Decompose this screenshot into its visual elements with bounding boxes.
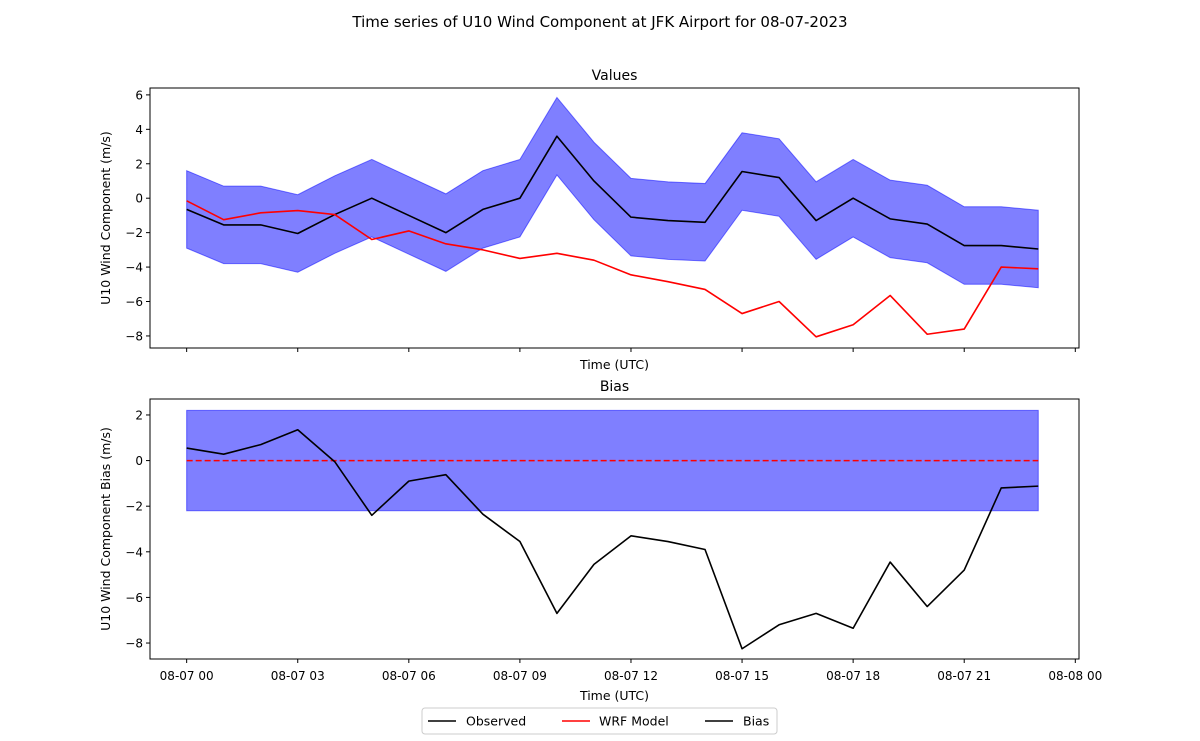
bias-y-tick-label: −2: [125, 500, 143, 514]
bias-x-tick-label: 08-07 12: [604, 669, 658, 683]
figure-suptitle: Time series of U10 Wind Component at JFK…: [351, 13, 847, 31]
values-axes-frame: [149, 87, 1080, 349]
values-y-tick-label: −8: [125, 329, 143, 343]
bias-x-tick-label: 08-07 06: [382, 669, 436, 683]
values-uncertainty-band: [186, 96, 1039, 289]
bias-y-tick-label: 2: [135, 408, 143, 422]
bias-x-ticks: 08-07 00 08-07 03 08-07 06 08-07 09 08-07 12…: [160, 659, 1102, 683]
bias-x-tick-label: 08-07 18: [826, 669, 880, 683]
values-y-tick-label: −6: [125, 295, 143, 309]
values-panel: Values 6 4 2 0 −2 −4 −6 −8 Time (UTC) U10 Wind …: [98, 68, 1080, 372]
bias-y-axis-label: U10 Wind Component Bias (m/s): [98, 427, 113, 631]
values-y-tick-label: 6: [135, 88, 143, 102]
values-x-ticks: [186, 348, 1076, 352]
bias-x-axis-label: Time (UTC): [579, 688, 649, 703]
bias-x-tick-label: 08-07 21: [937, 669, 991, 683]
bias-bias-series-line: [186, 428, 1039, 650]
values-observed-series-line: [186, 135, 1039, 250]
bias-plot-area: [186, 409, 1039, 650]
bias-axes-frame: [149, 398, 1080, 660]
values-y-tick-label: −4: [125, 261, 143, 275]
values-panel-title: Values: [592, 68, 638, 84]
values-x-axis-label: Time (UTC): [579, 357, 649, 372]
legend: Observed WRF Model Bias: [421, 707, 778, 735]
bias-y-tick-label: 0: [135, 454, 143, 468]
values-plot-area: [186, 96, 1039, 338]
values-y-ticks: 6 4 2 0 −2 −4 −6 −8: [125, 88, 150, 343]
values-y-tick-label: 0: [135, 192, 143, 206]
bias-y-tick-label: −8: [125, 637, 143, 651]
bias-panel-title: Bias: [600, 379, 629, 395]
bias-panel: Bias 2 0 −2 −4 −6 −8 08-07 00 08-07 03 08-07 06…: [98, 379, 1102, 703]
bias-x-tick-label: 08-07 15: [715, 669, 769, 683]
bias-y-ticks: 2 0 −2 −4 −6 −8: [125, 408, 150, 651]
values-y-axis-label: U10 Wind Component (m/s): [98, 131, 113, 305]
bias-x-tick-label: 08-07 03: [271, 669, 325, 683]
bias-x-tick-label: 08-08 00: [1048, 669, 1102, 683]
bias-y-tick-label: −4: [125, 545, 143, 559]
values-y-tick-label: 4: [135, 123, 143, 137]
bias-x-tick-label: 08-07 09: [493, 669, 547, 683]
legend-box: [421, 707, 778, 735]
bias-y-tick-label: −6: [125, 591, 143, 605]
values-wrf-model-series-line: [186, 200, 1039, 338]
legend-label-bias: Bias: [743, 714, 769, 729]
values-y-tick-label: 2: [135, 157, 143, 171]
legend-label-observed: Observed: [466, 714, 526, 729]
bias-x-tick-label: 08-07 00: [160, 669, 214, 683]
values-y-tick-label: −2: [125, 226, 143, 240]
legend-label-wrf: WRF Model: [599, 714, 669, 729]
